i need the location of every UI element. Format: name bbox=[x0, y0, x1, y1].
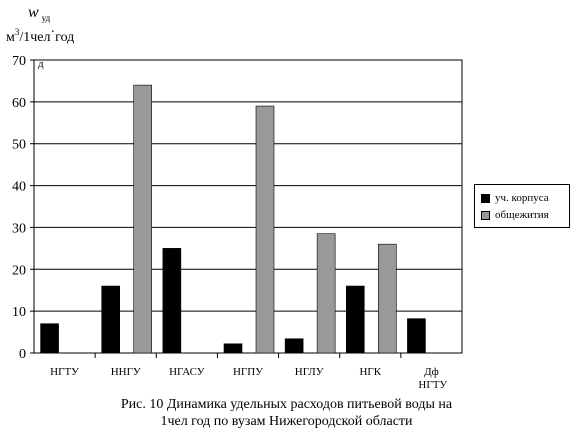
y-axis-symbol-letter: w bbox=[28, 4, 39, 21]
y-tick-label: 10 bbox=[12, 305, 26, 320]
figure-caption-line-2: 1чел год по вузам Нижегородской области bbox=[160, 414, 413, 429]
y-axis-unit-post: /1чел bbox=[19, 30, 51, 45]
y-tick-label: 30 bbox=[12, 221, 26, 236]
y-axis-unit-year: год bbox=[55, 30, 75, 45]
figure-caption-line-1: Рис. 10 Динамика удельных расходов питье… bbox=[120, 397, 453, 412]
legend-item-1: общежития bbox=[481, 208, 549, 222]
legend-swatch-0 bbox=[481, 193, 490, 203]
legend-item-0: уч. корпуса bbox=[481, 191, 549, 205]
bar-uch-korpusa-5 bbox=[345, 285, 365, 354]
bar-obshchezhitiya-5 bbox=[377, 243, 397, 354]
y-tick-label: 60 bbox=[12, 96, 26, 111]
y-axis-unit-dot: · bbox=[50, 25, 56, 40]
y-tick-label: 70 bbox=[12, 54, 26, 69]
x-tick-label-1: ННГУ bbox=[111, 366, 141, 378]
bar-uch-korpusa-1 bbox=[101, 285, 121, 354]
y-axis-unit-pre: м bbox=[6, 30, 15, 45]
legend-label-1: общежития bbox=[495, 209, 549, 221]
y-tick-label: 50 bbox=[12, 138, 26, 153]
bar-obshchezhitiya-3 bbox=[255, 105, 275, 354]
x-tick-label-4: НГЛУ bbox=[295, 366, 324, 378]
y-tick-label: 20 bbox=[12, 263, 26, 278]
bar-obshchezhitiya-4 bbox=[316, 233, 336, 354]
bar-uch-korpusa-0 bbox=[40, 323, 59, 354]
x-tick-label-5: НГК bbox=[359, 366, 381, 378]
y-axis-symbol: w уд bbox=[28, 4, 51, 23]
y-axis-label-tail: д bbox=[38, 58, 44, 70]
legend-label-0: уч. корпуса bbox=[495, 192, 549, 204]
bar-uch-korpusa-4 bbox=[284, 338, 304, 354]
y-axis-ticks: 0 10 20 30 40 50 60 70 bbox=[12, 54, 34, 362]
x-axis-labels: НГТУ ННГУ НГАСУ НГПУ НГЛУ НГК Дф НГТУ bbox=[50, 366, 447, 391]
bars bbox=[40, 84, 426, 358]
y-tick-label: 0 bbox=[19, 347, 26, 362]
x-tick-label-2: НГАСУ bbox=[169, 366, 205, 378]
bar-uch-korpusa-3 bbox=[223, 343, 243, 354]
y-axis-symbol-subscript: уд bbox=[41, 13, 51, 23]
x-tick-label-0: НГТУ bbox=[50, 366, 79, 378]
y-axis-unit: м3/1чел·год bbox=[6, 25, 75, 46]
y-tick-label: 40 bbox=[12, 180, 26, 195]
bar-uch-korpusa-2 bbox=[162, 248, 182, 354]
grid-lines bbox=[34, 101, 462, 312]
bar-obshchezhitiya-1 bbox=[133, 84, 153, 354]
x-tick-label-3: НГПУ bbox=[233, 366, 263, 378]
legend-swatch-1 bbox=[481, 210, 490, 220]
plot-area-frame bbox=[33, 59, 463, 354]
legend: уч. корпуса общежития bbox=[474, 184, 570, 228]
y-axis-unit-sup: 3 bbox=[14, 27, 20, 37]
bar-uch-korpusa-6 bbox=[407, 318, 426, 354]
x-tick-label-6: Дф НГТУ bbox=[416, 366, 448, 391]
